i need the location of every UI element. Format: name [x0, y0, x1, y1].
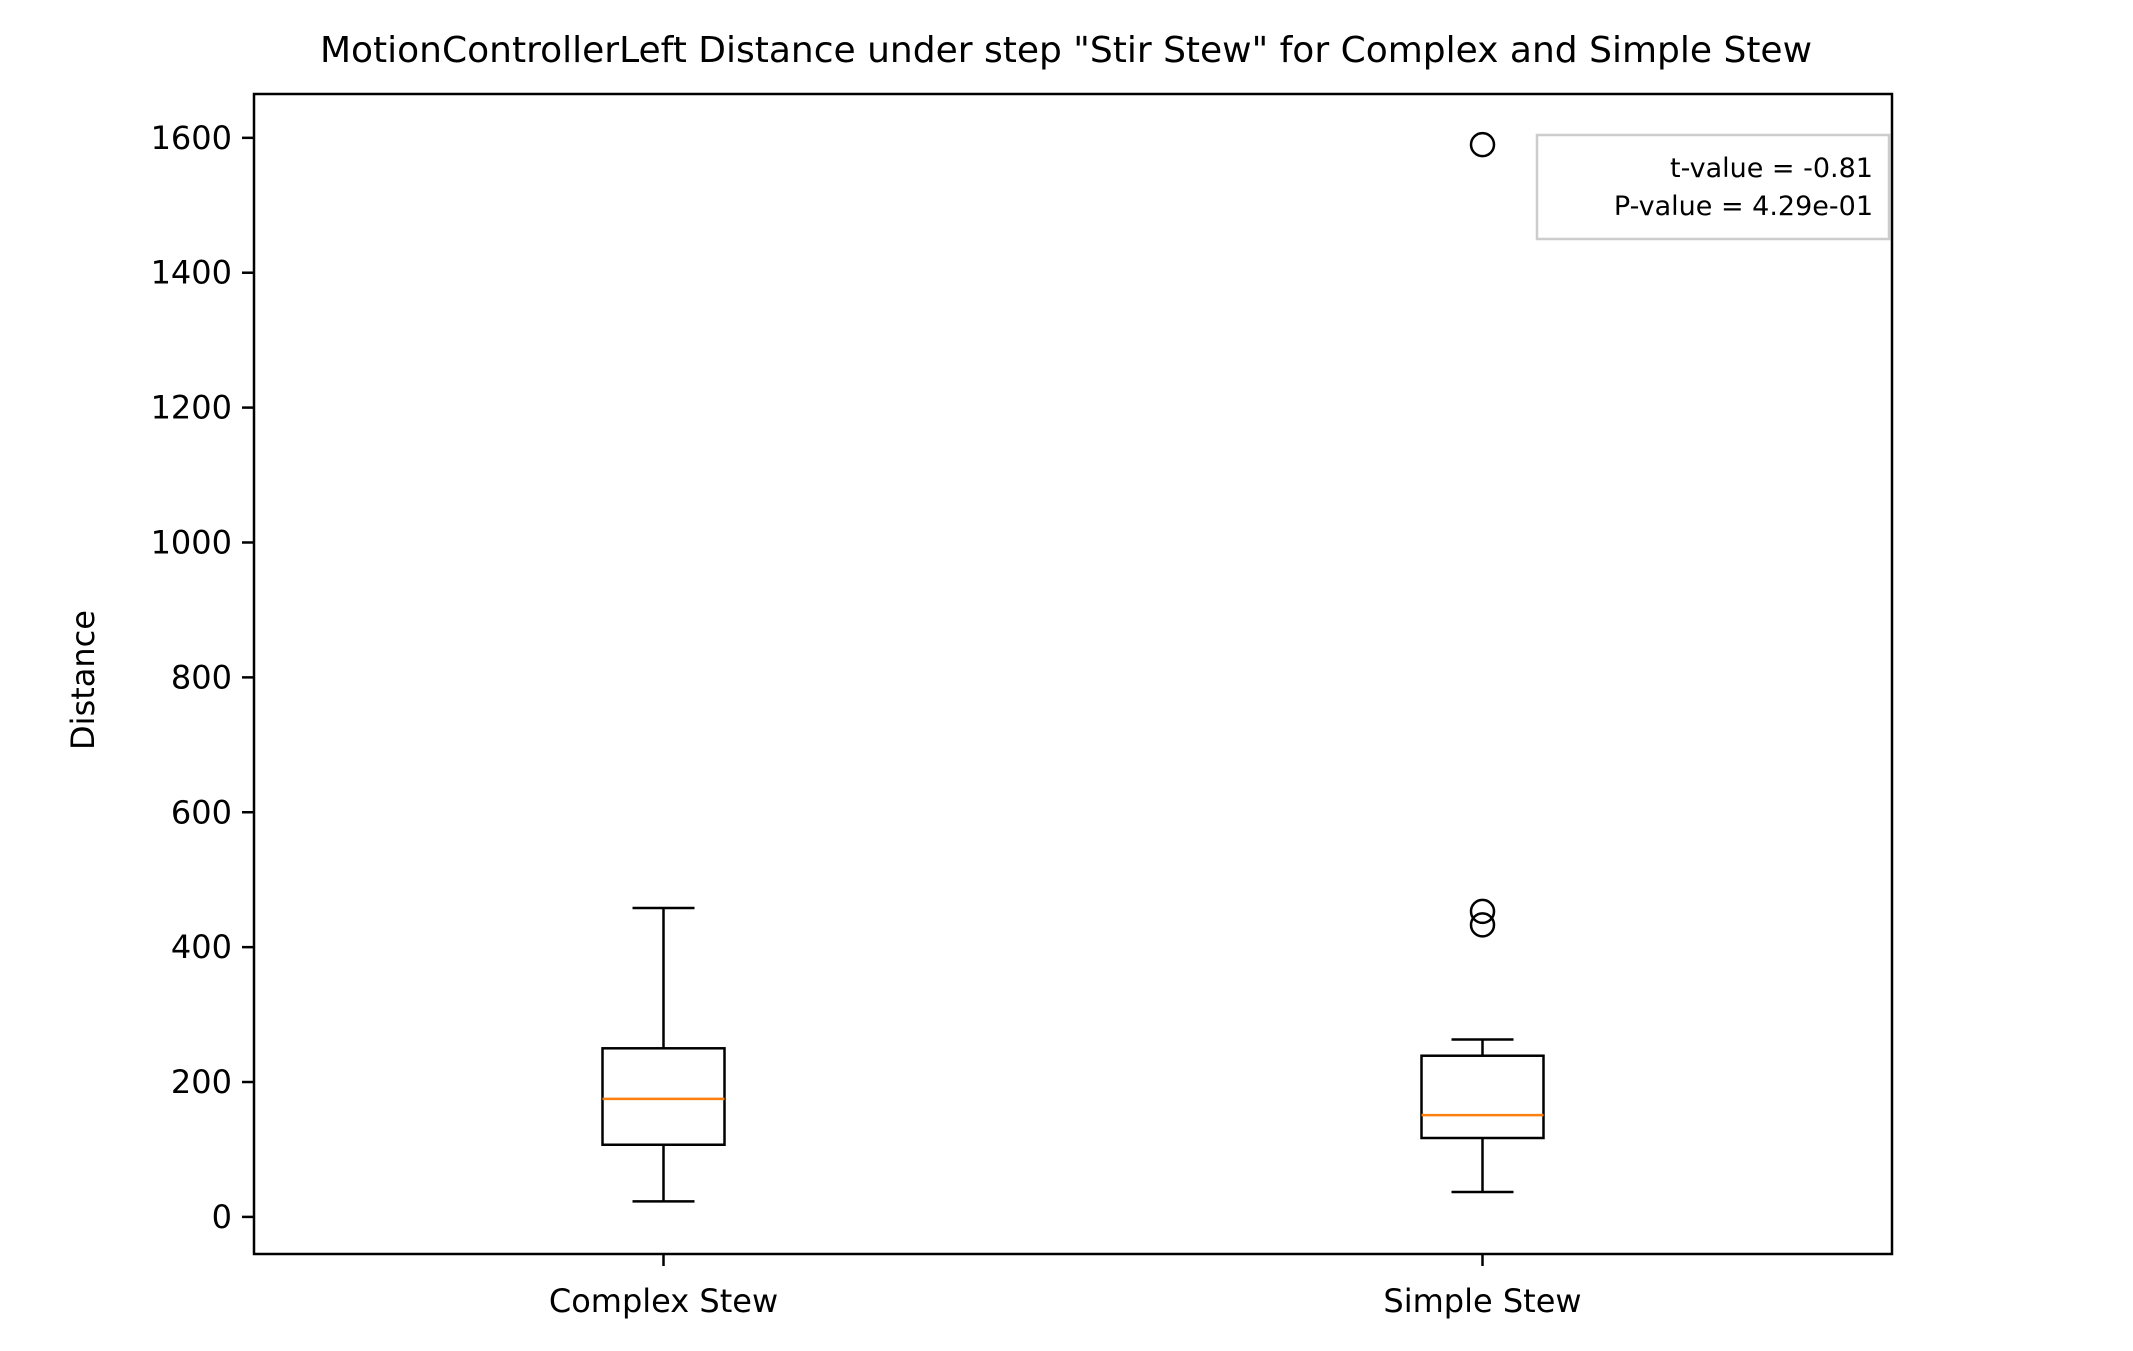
plot-frame — [252, 92, 1894, 1256]
chart-title: MotionControllerLeft Distance under step… — [320, 30, 1812, 71]
box-group — [1420, 131, 1545, 1194]
plot-area: 0 200 400 600 800 1000 1200 1400 1600 Complex Ste… — [151, 119, 1582, 1320]
p-value-text: P-value = 4.29e-01 — [1614, 191, 1873, 222]
stats-annotation: t-value = -0.81 P-value = 4.29e-01 — [1535, 133, 1891, 241]
y-tick-label: 1200 — [151, 389, 232, 427]
y-tick-label: 1000 — [151, 523, 232, 561]
y-tick-label: 1600 — [151, 119, 232, 157]
y-tick-label: 600 — [171, 793, 232, 831]
outlier-point — [1469, 912, 1496, 938]
y-tick-label: 400 — [171, 928, 232, 966]
outlier-point — [1469, 131, 1496, 158]
outlier-point — [1469, 898, 1496, 925]
x-tick-label: Complex Stew — [549, 1282, 778, 1320]
y-axis-label: Distance — [64, 610, 102, 750]
x-tick-label: Simple Stew — [1383, 1282, 1581, 1320]
y-tick-label: 200 — [171, 1063, 232, 1101]
stats-annotation-frame — [1535, 133, 1891, 241]
y-tick-label: 1400 — [151, 254, 232, 292]
y-tick-label: 800 — [171, 658, 232, 696]
iqr-box — [1420, 1054, 1545, 1140]
iqr-box — [601, 1047, 726, 1146]
t-value-text: t-value = -0.81 — [1670, 153, 1873, 184]
box-group — [601, 906, 726, 1203]
y-tick-label: 0 — [212, 1198, 232, 1236]
